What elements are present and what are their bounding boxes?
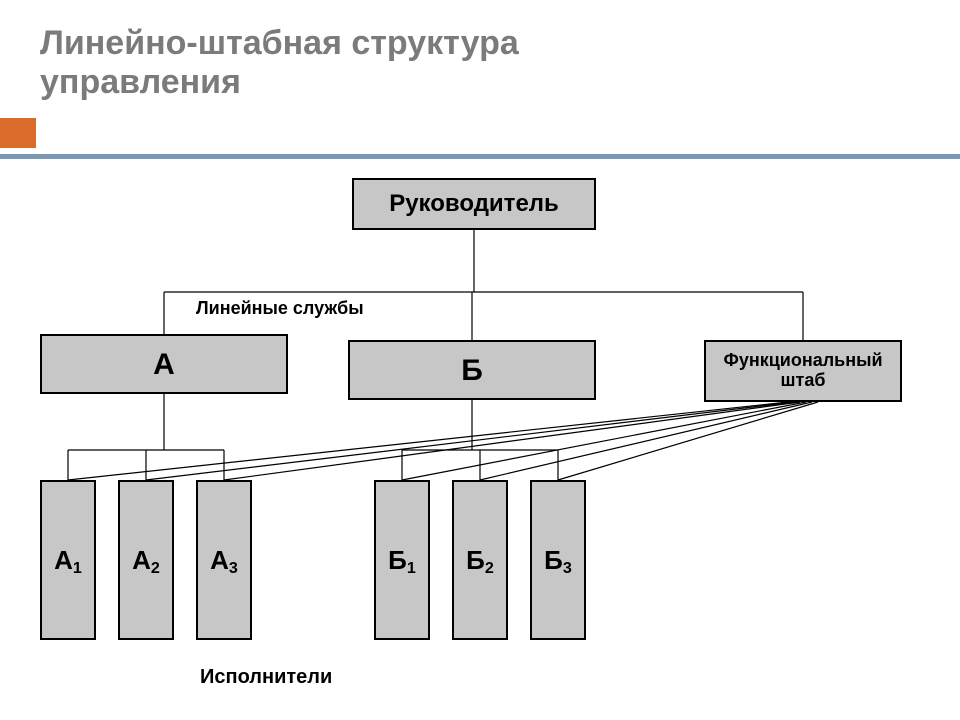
node-a3: А3 xyxy=(196,480,252,640)
node-leader: Руководитель xyxy=(352,178,596,230)
label-executors: Исполнители xyxy=(200,666,332,689)
node-b1: Б1 xyxy=(374,480,430,640)
node-a: А xyxy=(40,334,288,394)
diagram-canvas: { "title": "Линейно-штабная структура\nу… xyxy=(0,0,960,720)
node-b: Б xyxy=(348,340,596,400)
node-b3: Б3 xyxy=(530,480,586,640)
label-linear-services: Линейные службы xyxy=(196,298,364,319)
node-staff: Функциональный штаб xyxy=(704,340,902,402)
node-a2: А2 xyxy=(118,480,174,640)
node-a1: А1 xyxy=(40,480,96,640)
node-b2: Б2 xyxy=(452,480,508,640)
